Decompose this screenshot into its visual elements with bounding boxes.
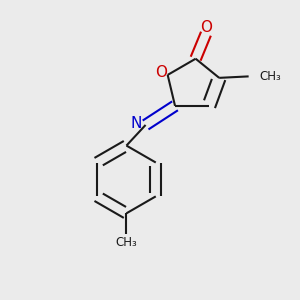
Text: CH₃: CH₃: [260, 70, 282, 83]
Text: O: O: [155, 65, 167, 80]
Text: N: N: [130, 116, 142, 131]
Text: CH₃: CH₃: [116, 236, 137, 249]
Text: O: O: [200, 20, 212, 35]
